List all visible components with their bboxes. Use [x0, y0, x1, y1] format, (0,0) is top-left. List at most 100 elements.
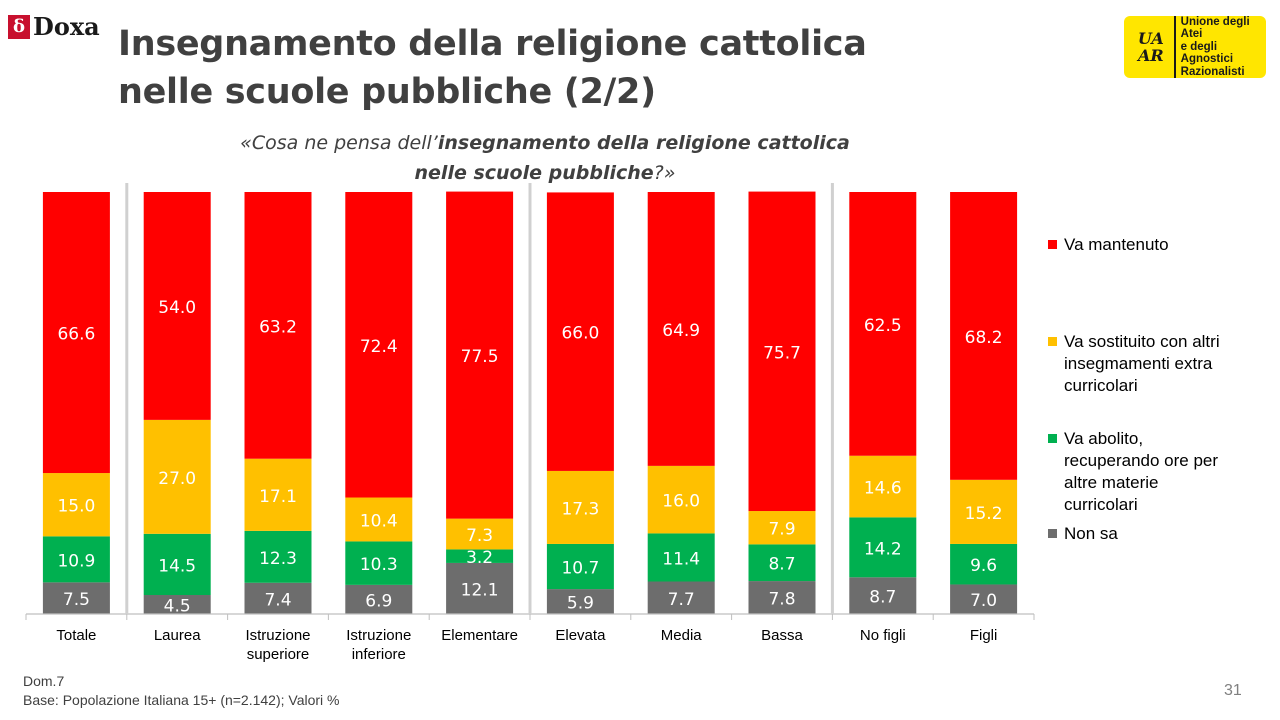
- question-part-3: nelle scuole pubbliche: [414, 162, 654, 184]
- x-tick-label: No figli: [860, 627, 906, 644]
- data-label-mantenuto: 75.7: [763, 343, 801, 363]
- question-part-1: «Cosa ne pensa dell’: [240, 132, 438, 154]
- legend-swatch-abolito: [1048, 434, 1057, 443]
- uaar-name-line-1: Unione degli Atei: [1180, 15, 1250, 41]
- bar-segment-abolito: [546, 543, 614, 590]
- data-label-mantenuto: 72.4: [360, 337, 398, 357]
- doxa-logo-mark: δ: [8, 14, 30, 39]
- legend-swatch-sostituito: [1048, 337, 1057, 346]
- data-label-sostituito: 15.2: [965, 504, 1003, 524]
- data-label-abolito: 11.4: [662, 549, 700, 569]
- legend-label-sostituito-line-2: insegmamenti extra: [1064, 354, 1213, 373]
- page-number: 31: [1224, 682, 1242, 699]
- legend-label-abolito-line-1: Va abolito,: [1064, 429, 1144, 448]
- bar-segment-non-sa: [647, 581, 715, 614]
- bar-segment-mantenuto: [748, 191, 816, 512]
- legend-item-abolito: Va abolito, recuperando ore per altre ma…: [1048, 428, 1248, 516]
- bar-segment-sostituito: [143, 419, 211, 534]
- bar-segment-mantenuto: [345, 192, 413, 498]
- legend-swatch-mantenuto: [1048, 240, 1057, 249]
- legend-label-non-sa: Non sa: [1064, 523, 1118, 545]
- page-title: Insegnamento della religione cattolica n…: [118, 20, 867, 116]
- data-label-abolito: 9.6: [970, 556, 997, 576]
- x-tick-label: Istruzione superiore: [245, 627, 310, 663]
- legend-label-abolito-line-4: curricolari: [1064, 495, 1138, 514]
- bar-segment-non-sa: [748, 581, 816, 614]
- data-label-non-sa: 7.8: [768, 590, 795, 610]
- data-label-sostituito: 7.3: [466, 526, 493, 546]
- data-label-sostituito: 27.0: [158, 469, 196, 489]
- page-title-line-1: Insegnamento della religione cattolica: [118, 24, 867, 64]
- data-label-abolito: 14.5: [158, 556, 196, 576]
- data-label-mantenuto: 64.9: [662, 321, 700, 341]
- x-tick-label: Istruzione inferiore: [346, 627, 411, 663]
- bar-segment-mantenuto: [849, 192, 917, 456]
- data-label-mantenuto: 66.6: [57, 325, 95, 345]
- uaar-logo: UA AR Unione degli Atei e degli Agnostic…: [1124, 15, 1266, 79]
- footer-note: Dom.7 Base: Popolazione Italiana 15+ (n=…: [23, 672, 340, 710]
- bar-segment-non-sa: [849, 577, 917, 614]
- x-tick-label: Media: [661, 627, 703, 644]
- data-label-non-sa: 7.5: [63, 590, 90, 610]
- legend-item-mantenuto: Va mantenuto: [1048, 234, 1248, 256]
- data-label-abolito: 10.3: [360, 555, 398, 575]
- bar-segment-abolito: [143, 533, 211, 596]
- legend-label-sostituito-line-3: curricolari: [1064, 376, 1138, 395]
- bar-segment-sostituito: [244, 458, 312, 531]
- bar-segment-abolito: [446, 549, 514, 563]
- page-title-line-2: nelle scuole pubbliche (2/2): [118, 72, 656, 112]
- bar-segment-abolito: [748, 544, 816, 582]
- uaar-monogram: UA AR: [1124, 30, 1174, 64]
- uaar-monogram-line-1: UA: [1137, 29, 1164, 48]
- data-label-non-sa: 6.9: [365, 591, 392, 611]
- data-label-sostituito: 17.3: [561, 499, 599, 519]
- bar-segment-non-sa: [143, 595, 211, 614]
- bar-segment-sostituito: [345, 497, 413, 542]
- bar-segment-abolito: [244, 530, 312, 583]
- data-label-mantenuto: 77.5: [461, 347, 499, 367]
- legend-label-abolito-line-3: altre materie: [1064, 473, 1159, 492]
- bar-segment-abolito: [647, 533, 715, 582]
- bar-segment-sostituito: [546, 470, 614, 544]
- bar-segment-sostituito: [849, 455, 917, 518]
- data-label-abolito: 8.7: [768, 555, 795, 575]
- legend-item-non-sa: Non sa: [1048, 523, 1248, 545]
- footer-question-ref: Dom.7: [23, 673, 65, 689]
- data-label-mantenuto: 66.0: [561, 324, 599, 344]
- data-label-non-sa: 7.0: [970, 591, 997, 611]
- x-tick-label: Laurea: [154, 627, 201, 644]
- bar-segment-non-sa: [546, 589, 614, 614]
- uaar-monogram-line-2: AR: [1137, 46, 1164, 65]
- bar-segment-sostituito: [42, 473, 110, 537]
- uaar-name-line-2: e degli Agnostici: [1180, 40, 1234, 66]
- bar-segment-mantenuto: [950, 192, 1018, 480]
- data-label-sostituito: 7.9: [768, 520, 795, 540]
- data-label-non-sa: 12.1: [461, 580, 499, 600]
- legend-label-non-sa-line: Non sa: [1064, 524, 1118, 543]
- data-label-mantenuto: 62.5: [864, 316, 902, 336]
- bar-segment-mantenuto: [42, 192, 110, 474]
- question-part-2: insegnamento della religione cattolica: [437, 132, 850, 154]
- data-label-sostituito: 16.0: [662, 492, 700, 512]
- data-label-mantenuto: 54.0: [158, 298, 196, 318]
- legend-label-sostituito: Va sostituito con altri insegmamenti ext…: [1064, 331, 1220, 397]
- x-tick-label: Elementare: [441, 627, 518, 644]
- data-label-non-sa: 7.4: [264, 590, 291, 610]
- bar-segment-sostituito: [748, 511, 816, 545]
- legend-label-abolito: Va abolito, recuperando ore per altre ma…: [1064, 428, 1218, 516]
- x-tick-label: Bassa: [761, 627, 803, 644]
- data-label-non-sa: 4.5: [164, 597, 191, 617]
- data-label-abolito: 10.9: [57, 551, 95, 571]
- uaar-name-line-3: Razionalisti: [1180, 65, 1245, 78]
- x-tick-label: Figli: [970, 627, 998, 644]
- data-label-non-sa: 8.7: [869, 588, 896, 608]
- data-label-abolito: 3.2: [466, 548, 493, 568]
- doxa-logo-text: Doxa: [33, 12, 100, 41]
- bar-segment-non-sa: [950, 584, 1018, 614]
- x-tick-label: Totale: [56, 627, 96, 644]
- bar-segment-abolito: [950, 543, 1018, 585]
- survey-question: «Cosa ne pensa dell’insegnamento della r…: [0, 128, 1090, 188]
- bar-segment-mantenuto: [244, 192, 312, 459]
- data-label-mantenuto: 63.2: [259, 317, 297, 337]
